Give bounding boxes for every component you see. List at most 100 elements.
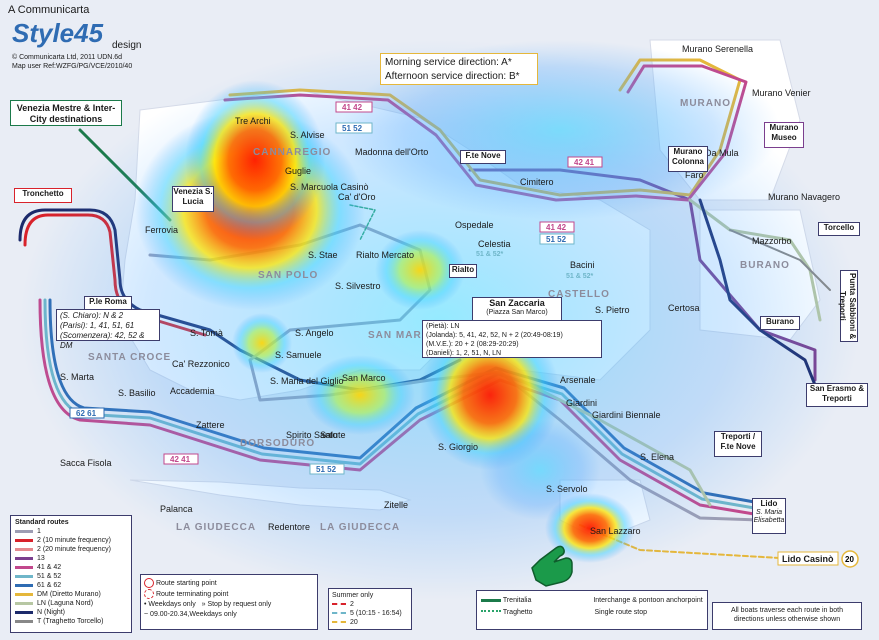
legend-transport: Trenitalia Interchange & pontoon anchorp…: [476, 590, 708, 630]
stop-arsenale: Arsenale: [560, 375, 596, 385]
svg-text:CASTELLO: CASTELLO: [548, 289, 610, 300]
svg-text:SAN MARCO: SAN MARCO: [368, 330, 439, 341]
service-direction-box: Morning service direction: A* Afternoon …: [380, 53, 538, 85]
legend-route-label: 41 & 42: [37, 564, 62, 571]
stop-giardini: Giardini: [566, 398, 597, 408]
san-zaccaria-callout[interactable]: San Zaccaria (Piazza San Marco): [472, 297, 562, 321]
stop-accademia: Accademia: [170, 386, 215, 396]
stop-marcuola: S. Marcuola Casinò: [290, 182, 369, 192]
traghetto-icon: [481, 610, 501, 614]
stop-salute: Salute: [320, 430, 346, 440]
stop-s-samuele: S. Samuele: [275, 350, 322, 360]
san-zaccaria-route-line: (Pietà): LN: [426, 323, 460, 330]
punta-sabbioni-callout[interactable]: Punta Sabbioni & Treporti: [838, 270, 858, 342]
legend-route-swatch: [15, 538, 33, 542]
heat-sanmarco: [305, 355, 415, 435]
san-zaccaria-route-line: (M.V.E.): 20 + 2 (08:29-20:29): [426, 341, 519, 348]
ple-roma-callout[interactable]: P.le Roma: [84, 296, 132, 310]
legend-note: All boats traverse each route in both di…: [712, 602, 862, 630]
legend-route-label: 61 & 62: [37, 582, 62, 589]
lido-casino-box[interactable]: [777, 551, 839, 566]
legend-route-swatch: [15, 610, 33, 614]
legend-title: Standard routes: [15, 519, 69, 526]
stop-labels: Tre Archi Guglie S. Marcuola Casinò Ferr…: [60, 44, 840, 536]
san-zaccaria-title: San Zaccaria: [489, 298, 545, 308]
svg-text:BURANO: BURANO: [740, 260, 790, 271]
stop-murano-navagero: Murano Navagero: [768, 192, 840, 202]
stop-tre-archi: Tre Archi: [235, 116, 271, 126]
murano-colonna-callout[interactable]: Murano Colonna: [668, 146, 708, 172]
stop-s-alvise: S. Alvise: [290, 130, 325, 140]
stop-mazzorbo: Mazzorbo: [752, 236, 792, 246]
lido-title: Lido: [760, 499, 778, 508]
legend-route-list: 1 2 (10 minute frequency) 2 (20 minute fre…: [15, 527, 127, 626]
pointing-hand-icon: [531, 545, 573, 587]
legend-summer-item: 2: [332, 600, 408, 609]
morning-direction-label: Morning service direction:: [385, 57, 499, 68]
company-label: A Communicarta: [8, 4, 90, 16]
stop-zattere: Zattere: [196, 420, 225, 430]
burano-callout[interactable]: Burano: [760, 316, 800, 330]
stop-da-mula: Da Mula: [705, 148, 739, 158]
heat-trearchi: [185, 80, 325, 240]
legend-summer-label: 20: [350, 619, 358, 626]
san-erasmo-callout[interactable]: San Erasmo & Treporti: [806, 383, 868, 407]
treporti-callout[interactable]: Treporti / F.te Nove: [714, 431, 762, 457]
legend-route-item: 1: [15, 527, 127, 536]
legend-route-swatch: [15, 529, 33, 533]
legend-route-item: 13: [15, 554, 127, 563]
heat-samuele: [232, 313, 292, 373]
legend-summer-item: 5 (10:15 - 16:54): [332, 609, 408, 618]
legend-route-swatch: [15, 601, 33, 605]
route-end-icon: [144, 588, 154, 599]
svg-text:LA GIUDECCA: LA GIUDECCA: [320, 522, 400, 533]
murano-museo-callout[interactable]: Murano Museo: [764, 122, 804, 148]
legend-route-swatch: [15, 565, 33, 569]
stop-s-marta: S. Marta: [60, 372, 94, 382]
legend-route-swatch: [15, 592, 33, 596]
lido-callout[interactable]: Lido S. Maria Elisabetta: [752, 498, 786, 534]
legend-weekdays: Weekdays only: [148, 600, 196, 608]
svg-text:LA GIUDECCA: LA GIUDECCA: [176, 522, 256, 533]
afternoon-direction-code: B*: [508, 71, 520, 82]
tronchetto-callout[interactable]: Tronchetto: [14, 188, 72, 203]
route-start-icon: [144, 578, 154, 588]
svg-text:51 52: 51 52: [342, 124, 363, 133]
stop-murano-venier: Murano Venier: [752, 88, 811, 98]
svg-text:SANTA CROCE: SANTA CROCE: [88, 352, 171, 363]
stop-faro: Faro: [685, 170, 704, 180]
stop-s-angelo: S. Angelo: [295, 328, 334, 338]
stop-celestia: Celestia: [478, 239, 511, 249]
legend-route-terminating: Route terminating point: [155, 590, 229, 598]
ftenove-callout[interactable]: F.te Nove: [460, 150, 506, 164]
svg-text:41 42: 41 42: [342, 103, 363, 112]
legend-weekdays-time: 09.00-20.34,Weekdays only: [150, 610, 237, 618]
stop-bacini: Bacini: [570, 260, 595, 270]
svg-text:51 52: 51 52: [546, 235, 567, 244]
stop-zitelle: Zitelle: [384, 500, 408, 510]
ple-roma-route-line: (Parisi): 1, 41, 51, 61: [60, 321, 135, 330]
legend-summer-swatch: [332, 612, 346, 615]
svg-text:51 & 52*: 51 & 52*: [566, 273, 594, 280]
copyright-text: © Communicarta Ltd, 2011 UDN.6d: [12, 54, 123, 61]
stop-s-servolo: S. Servolo: [546, 484, 588, 494]
district-labels: CANNAREGIO SAN POLO CASTELLO SAN MARCO S…: [88, 98, 790, 533]
san-zaccaria-routes: (Pietà): LN (Jolanda): 5, 41, 42, 52, N …: [422, 320, 602, 358]
legend-route-start: Route starting point: [155, 579, 217, 587]
legend-route-label: 2 (10 minute frequency): [37, 537, 111, 544]
stop-s-giorgio: S. Giorgio: [438, 442, 478, 452]
legend-summer-swatch: [332, 603, 346, 606]
lido-sub: S. Maria Elisabetta: [753, 509, 785, 524]
legend-routes: Standard routes 1 2 (10 minute frequency)…: [10, 515, 132, 633]
venezia-slucia-callout[interactable]: Venezia S. Lucia: [172, 186, 214, 212]
rialto-callout[interactable]: Rialto: [449, 264, 477, 278]
torcello-callout[interactable]: Torcello: [818, 222, 860, 236]
stop-sacca-fisola: Sacca Fisola: [60, 458, 112, 468]
svg-text:51 & 52*: 51 & 52*: [476, 251, 504, 258]
mestre-callout[interactable]: Venezia Mestre & Inter-City destinations: [10, 100, 122, 126]
legend-route-label: 1: [37, 528, 41, 535]
legend-route-label: 13: [37, 555, 45, 562]
stop-s-silvestro: S. Silvestro: [335, 281, 381, 291]
